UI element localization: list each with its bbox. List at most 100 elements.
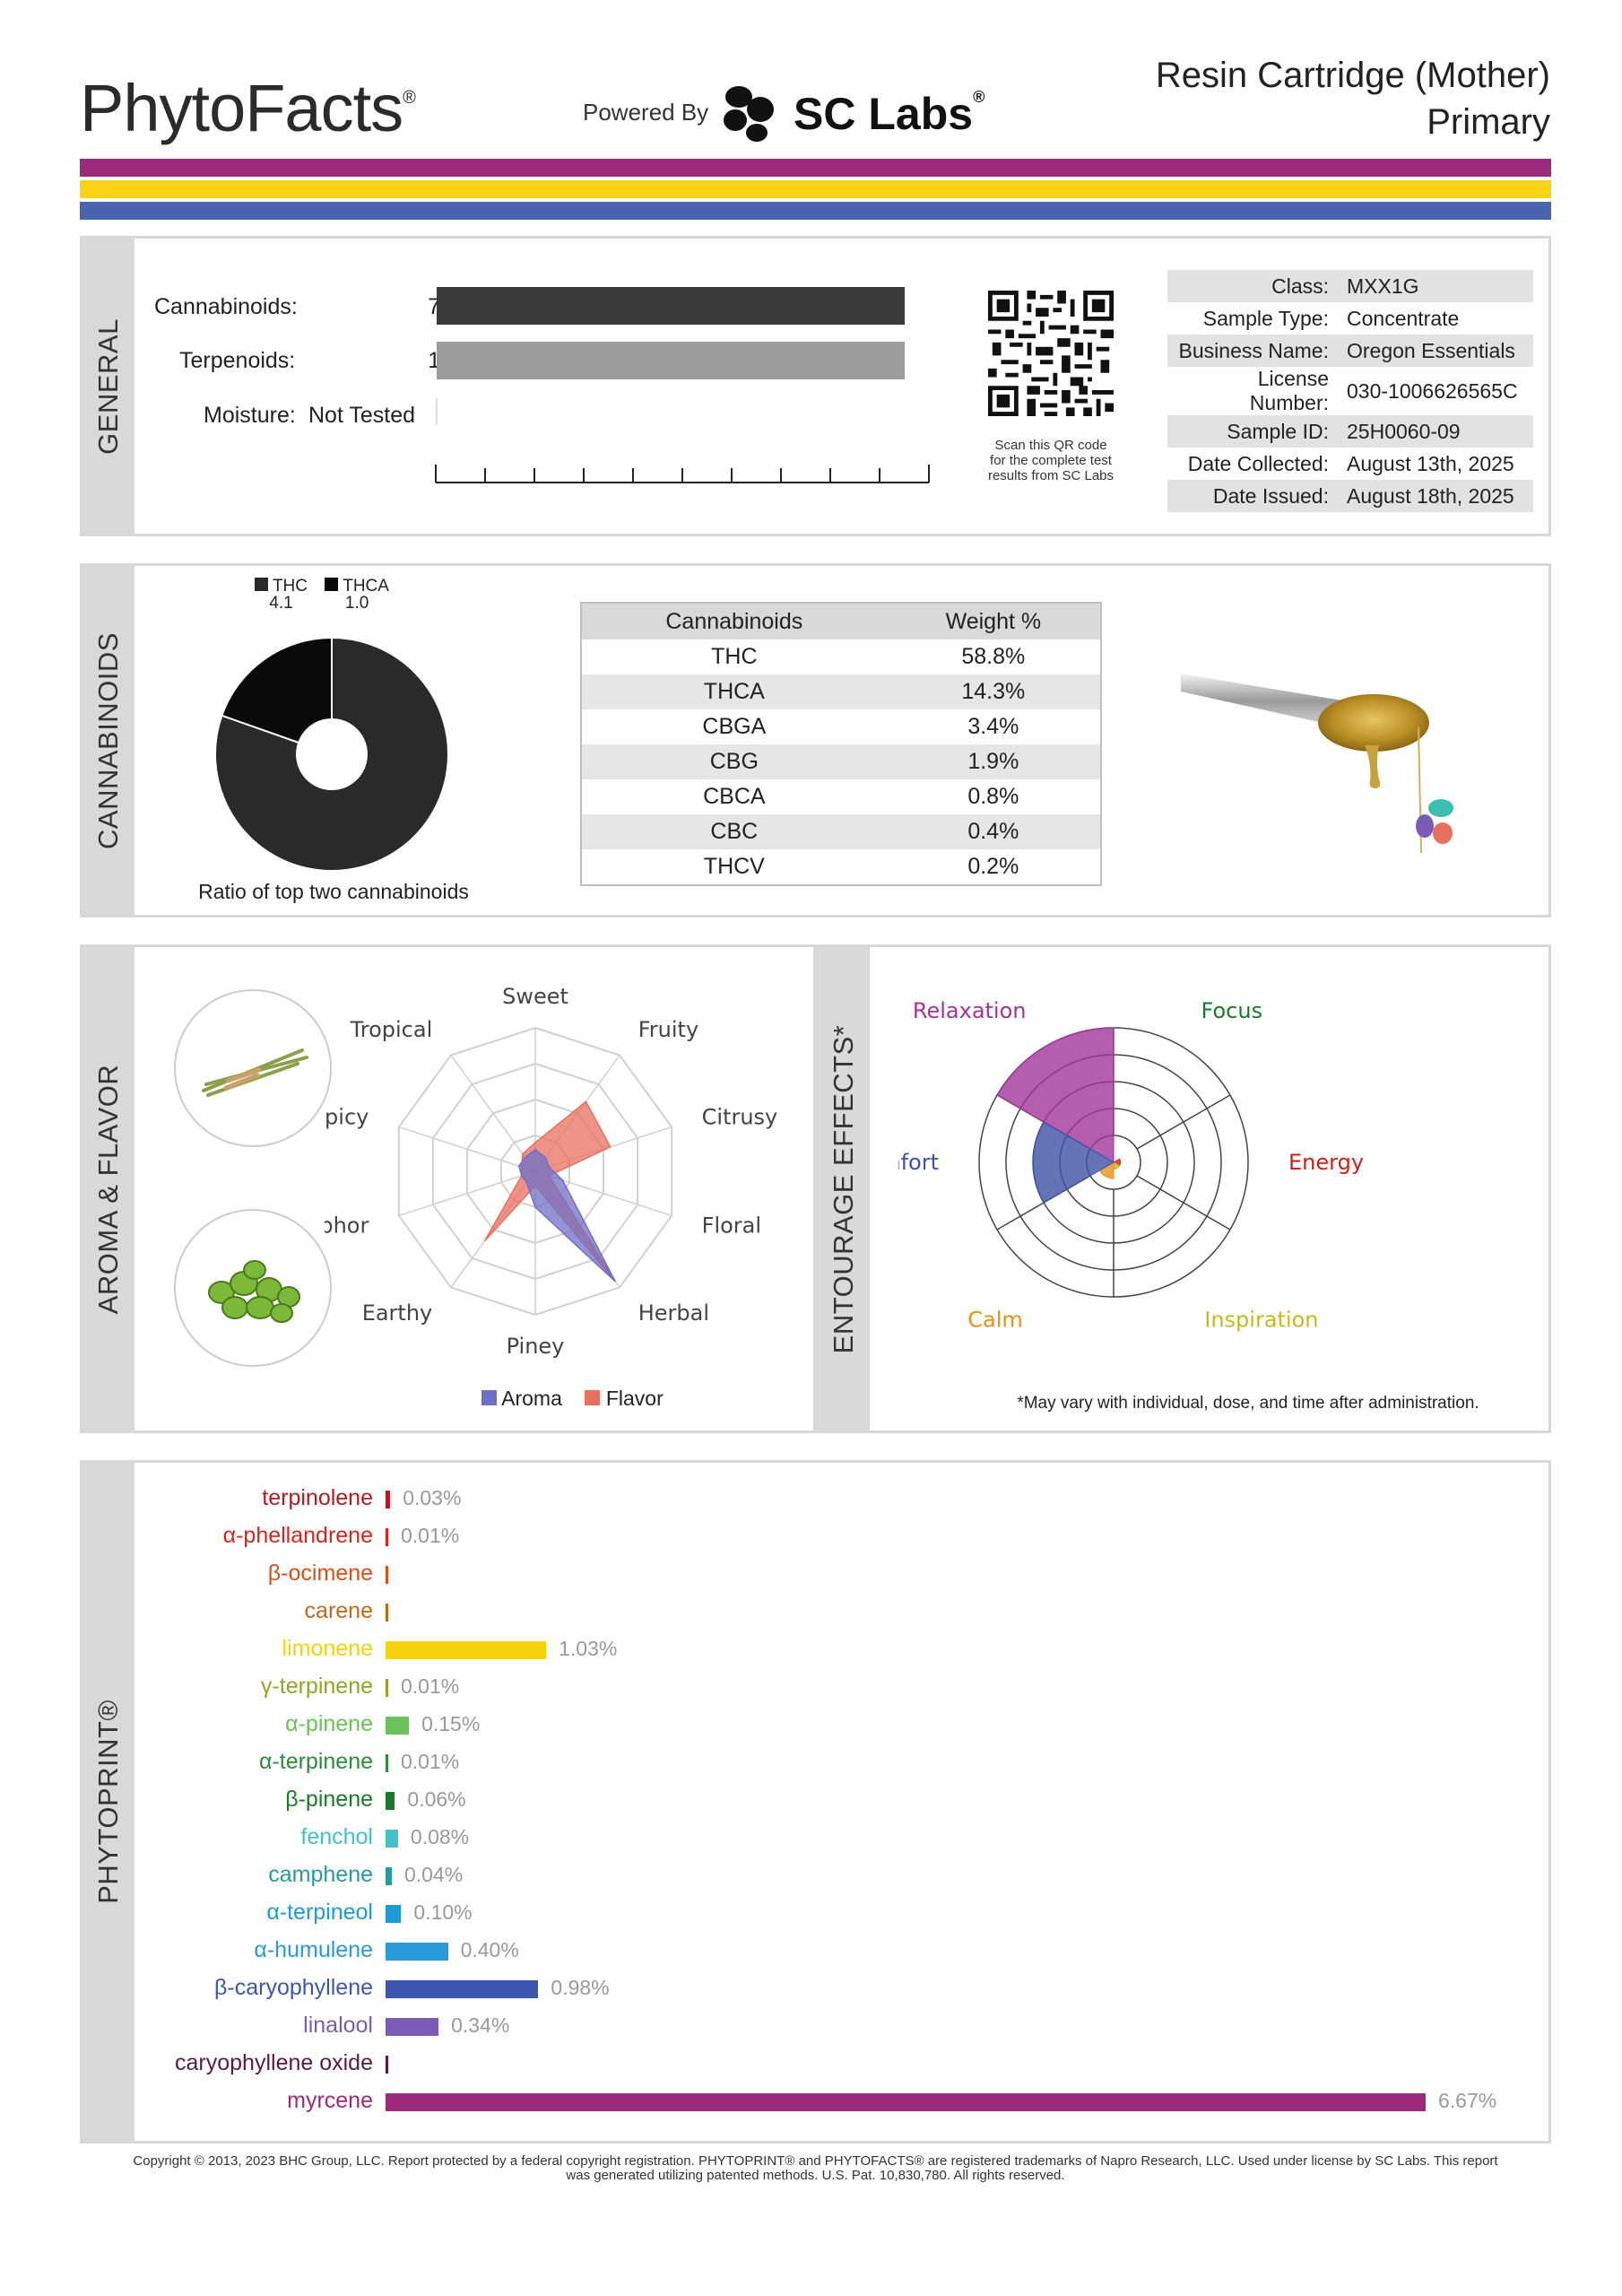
cannabinoids-bar (437, 287, 905, 325)
phytofacts-logo: PhytoFacts® (80, 71, 416, 145)
qr-caption: Scan this QR code for the complete test … (987, 438, 1115, 483)
terpene-bar (386, 1679, 388, 1697)
terpene-bar (386, 1792, 395, 1810)
entourage-polar-chart: Relaxation Focus Energy Inspiration Calm Comf… (898, 998, 1364, 1332)
radar-legend: Aroma Flavor (481, 1387, 664, 1411)
terpene-label: α-humulene (254, 1937, 373, 1962)
terpene-label: β-pinene (285, 1787, 373, 1812)
terpene-value: 0.04% (403, 1863, 464, 1886)
effect-label-focus: Focus (1201, 998, 1263, 1023)
donut-slice-thca (221, 636, 333, 756)
radar-axis-label: Spicy (325, 1105, 369, 1130)
terpene-bar (386, 1528, 388, 1546)
terpene-bar (386, 1830, 398, 1848)
terpene-bar (386, 2056, 388, 2074)
sample-info-table: Class: MXX1G Sample Type: Concentrate Busi… (1167, 270, 1533, 512)
info-row-business-name: Business Name: Oregon Essentials (1167, 335, 1533, 367)
effect-label-calm: Calm (967, 1307, 1023, 1332)
info-row-sample-id: Sample ID: 25H0060-09 (1167, 415, 1533, 448)
terpene-bar (386, 1604, 388, 1622)
legend-flavor: Flavor (605, 1387, 664, 1410)
radar-axis-label: Sweet (502, 984, 568, 1009)
entourage-side-label: ENTOURAGE EFFECTS* (818, 947, 870, 1431)
terpene-bar (386, 1641, 547, 1659)
terpene-value: 0.01% (401, 1674, 460, 1698)
terpene-value: 0.06% (407, 1787, 466, 1811)
terpene-bar (386, 1754, 388, 1772)
terpene-value: 0.01% (401, 1750, 460, 1773)
product-name: Resin Cartridge (Mother) (1155, 56, 1550, 95)
radar-axis-label: Tropical (350, 1017, 433, 1042)
aroma-flavor-panel: AROMA & FLAVOR Sweet Fruity Citrusy Floral H… (80, 944, 816, 1433)
stripe-purple (80, 159, 1551, 177)
ratio-caption: Ratio of top two cannabinoids (198, 880, 469, 903)
terpene-bar-chart: terpinolene 0.03% α-phellandrene 0.01% β-oci… (136, 1463, 1544, 2144)
radar-axis-label: Camphor (325, 1213, 369, 1238)
terpene-value: 0.98% (551, 1976, 610, 1999)
lemongrass-image (174, 989, 332, 1147)
cannabinoids-side-label: CANNABINOIDS (82, 566, 134, 915)
terpene-label: α-terpinene (258, 1749, 373, 1774)
ratio-donut-chart (214, 636, 449, 872)
table-row: CBG 1.9% (581, 744, 1101, 779)
terpene-label: fenchol (300, 1824, 373, 1849)
terpene-bar (386, 1717, 410, 1735)
terpene-label: α-terpineol (266, 1900, 373, 1925)
stripe-yellow (80, 180, 1551, 198)
aroma-series-area (517, 1149, 617, 1283)
phytoprint-side-label: PHYTOPRINT® (82, 1463, 134, 2141)
terpene-value: 0.34% (451, 2013, 510, 2037)
terpene-bar (386, 1491, 391, 1509)
terpene-bar (386, 2018, 439, 2036)
concentrate-spoon-image (1181, 674, 1453, 854)
radar-axis-label: Earthy (362, 1300, 433, 1326)
terpene-value: 0.01% (401, 1524, 460, 1547)
cannabinoids-label: Cannabinoids: (154, 294, 298, 319)
sc-labs-logo-icon (724, 86, 774, 142)
terpene-label: β-caryophyllene (214, 1975, 373, 2000)
effect-label-energy: Energy (1288, 1150, 1364, 1175)
info-row-class: Class: MXX1G (1167, 270, 1533, 302)
terpene-bar (386, 1867, 392, 1885)
aroma-flavor-radar-chart: Sweet Fruity Citrusy Floral Herbal Piney Earth… (325, 984, 777, 1359)
terpene-label: α-phellandrene (222, 1523, 373, 1548)
terpene-bar (386, 2093, 1426, 2111)
terpene-label: caryophyllene oxide (175, 2050, 373, 2075)
terpene-label: camphene (268, 1862, 373, 1887)
hops-image (174, 1209, 332, 1367)
qr-code-icon[interactable] (988, 291, 1114, 416)
info-row-date-issued: Date Issued: August 18th, 2025 (1167, 480, 1533, 512)
terpene-label: myrcene (287, 2088, 373, 2113)
terpene-label: linalool (303, 2013, 373, 2038)
powered-by-label: Powered By (583, 99, 709, 126)
terpene-value: 0.03% (403, 1486, 462, 1509)
terpene-label: α-pinene (285, 1711, 373, 1736)
terpene-value: 1.03% (559, 1637, 618, 1660)
moisture-bar (436, 398, 438, 425)
effect-label-inspiration: Inspiration (1204, 1307, 1318, 1332)
effect-label-relaxation: Relaxation (913, 998, 1027, 1023)
sc-labs-wordmark: SC Labs® (794, 88, 985, 139)
table-row: THCA 14.3% (581, 674, 1101, 709)
moisture-value: Not Tested (308, 403, 416, 428)
table-row: CBC 0.4% (581, 814, 1101, 849)
terpene-bar (386, 1943, 448, 1961)
terpene-bar (386, 1566, 388, 1584)
effect-label-comfort: Comfort (898, 1150, 939, 1175)
entourage-panel: ENTOURAGE EFFECTS* Relaxation Focus Energy… (815, 944, 1551, 1433)
radar-axis-label: Piney (507, 1334, 565, 1359)
terpene-value: 0.08% (410, 1825, 470, 1848)
table-row: THC 58.8% (711, 644, 1026, 669)
radar-axis-label: Herbal (638, 1300, 709, 1326)
radar-axis-label: Floral (702, 1213, 761, 1238)
footer-copyright: Copyright © 2013, 2023 BHC Group, LLC. R… (133, 2153, 1498, 2183)
general-side-label: GENERAL (82, 239, 134, 534)
legend-flavor-swatch (585, 1390, 601, 1405)
product-title: Resin Cartridge (Mother) Primary (1156, 52, 1550, 145)
terpene-value: 6.67% (1438, 2089, 1497, 2112)
terpene-value: 0.40% (460, 1938, 519, 1961)
terpene-label: carene (304, 1598, 373, 1623)
legend-thca: THCA 1.0 (325, 578, 389, 612)
ratio-legend: THC 4.1 THCA 1.0 (255, 578, 389, 612)
cannabinoids-panel: CANNABINOIDS THC 4.1 THCA 1.0 Ratio of t… (80, 563, 1551, 918)
